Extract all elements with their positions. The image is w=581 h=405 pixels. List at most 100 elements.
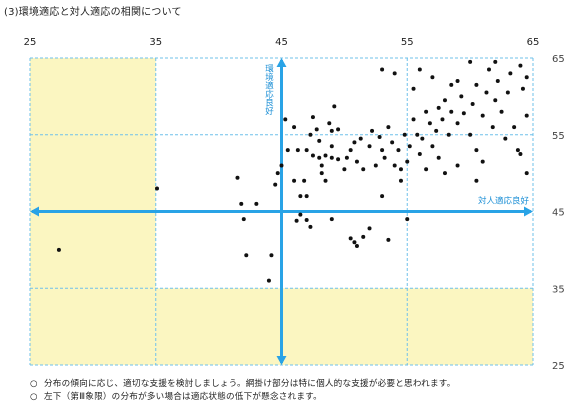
data-point <box>486 67 491 72</box>
data-point <box>266 278 271 283</box>
data-point <box>484 90 489 95</box>
data-point <box>455 163 460 168</box>
data-point <box>505 90 510 95</box>
data-point <box>377 135 382 140</box>
data-point <box>524 75 529 80</box>
data-point <box>323 153 328 158</box>
data-point <box>323 178 328 183</box>
note-bullet-2: ○ <box>30 392 38 402</box>
data-point <box>449 82 454 87</box>
data-point <box>361 167 366 172</box>
data-point <box>411 86 416 91</box>
y-tick-label: 65 <box>552 54 565 65</box>
data-point <box>336 127 341 132</box>
data-point <box>407 144 412 149</box>
data-point <box>493 59 498 64</box>
data-point <box>470 102 475 107</box>
data-point <box>512 125 517 130</box>
data-point <box>411 117 416 122</box>
data-point <box>468 132 473 137</box>
data-point <box>344 155 349 160</box>
data-point <box>354 244 359 249</box>
data-point <box>518 151 523 156</box>
data-point <box>417 67 422 72</box>
arrow-up-icon <box>276 58 287 67</box>
data-point <box>499 109 504 114</box>
data-point <box>415 132 420 137</box>
data-point <box>304 194 309 199</box>
data-point <box>352 140 357 145</box>
data-point <box>503 136 508 141</box>
data-point <box>361 234 366 239</box>
data-point <box>420 136 425 141</box>
data-point <box>427 121 432 126</box>
data-point <box>405 159 410 164</box>
data-point <box>239 201 244 206</box>
note-text-2: 左下（第Ⅲ象限）の分布が多い場合は適応状態の低下が懸念されます。 <box>44 392 322 402</box>
x-tick-label: 35 <box>149 37 162 48</box>
x-tick-label: 55 <box>401 37 414 48</box>
data-point <box>329 144 334 149</box>
data-point <box>269 253 274 258</box>
x-tick-label: 65 <box>527 37 540 48</box>
data-point <box>348 236 353 241</box>
data-point <box>524 113 529 118</box>
data-point <box>446 132 451 137</box>
data-point <box>283 117 288 122</box>
data-point <box>520 86 525 91</box>
data-point <box>524 171 529 176</box>
data-point <box>380 67 385 72</box>
data-point <box>402 132 407 137</box>
data-point <box>390 140 395 145</box>
data-point <box>295 148 300 153</box>
data-point <box>386 125 391 130</box>
data-point <box>302 178 307 183</box>
y-tick-label: 55 <box>552 131 565 142</box>
data-point <box>370 128 375 133</box>
y-axis-label: 環境適応良好 <box>264 64 274 116</box>
x-axis-label: 対人適応良好 <box>478 196 530 207</box>
midline-axes <box>30 58 533 365</box>
arrow-down-icon <box>276 356 287 365</box>
y-tick-label: 45 <box>552 208 565 219</box>
data-point <box>327 121 332 126</box>
data-point <box>440 117 445 122</box>
data-point <box>310 115 315 120</box>
data-point <box>292 125 297 130</box>
arrow-right-icon <box>524 206 533 217</box>
data-point <box>430 75 435 80</box>
x-tick-label: 45 <box>275 37 288 48</box>
data-point <box>373 163 378 168</box>
data-point <box>495 79 500 84</box>
data-point <box>310 153 315 158</box>
data-point <box>329 217 334 222</box>
data-points <box>56 59 529 283</box>
data-point <box>405 217 410 222</box>
data-point <box>455 121 460 126</box>
data-point <box>319 163 324 168</box>
data-point <box>515 148 520 153</box>
data-point <box>386 237 391 242</box>
data-point <box>449 109 454 114</box>
y-tick-label: 35 <box>552 284 565 295</box>
data-point <box>474 148 479 153</box>
data-point <box>304 148 309 153</box>
data-point <box>285 148 290 153</box>
data-point <box>392 71 397 76</box>
data-point <box>235 175 240 180</box>
data-point <box>332 104 337 109</box>
data-point <box>308 132 313 137</box>
data-point <box>396 148 401 153</box>
data-point <box>367 144 372 149</box>
data-point <box>434 128 439 133</box>
data-point <box>430 144 435 149</box>
arrow-left-icon <box>30 206 39 217</box>
data-point <box>275 171 280 176</box>
data-point <box>480 113 485 118</box>
data-point <box>354 159 359 164</box>
note-2: ○ 左下（第Ⅲ象限）の分布が多い場合は適応状態の低下が懸念されます。 <box>30 390 322 402</box>
chart-title: (3)環境適応と対人適応の相関について <box>4 7 182 18</box>
data-point <box>442 98 447 103</box>
data-point <box>392 163 397 168</box>
data-point <box>490 125 495 130</box>
